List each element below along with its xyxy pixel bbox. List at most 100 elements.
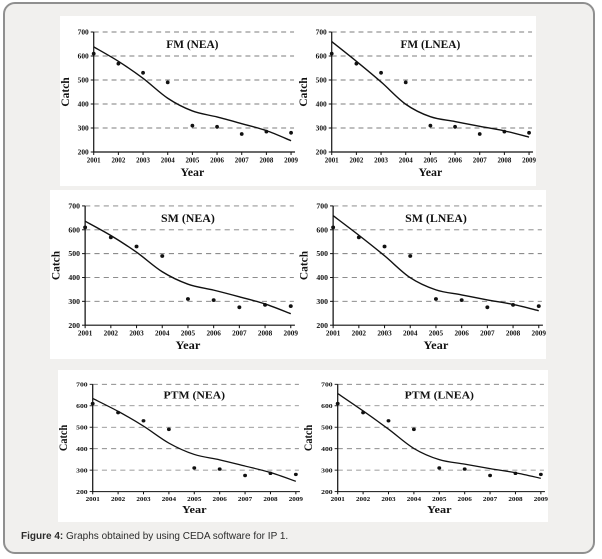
- data-point: [141, 419, 146, 423]
- x-tick-label: 2005: [187, 496, 202, 503]
- fitted-curve: [84, 220, 292, 315]
- y-tick-label: 600: [321, 402, 333, 409]
- y-tick-label: 500: [321, 424, 333, 431]
- data-point: [239, 132, 244, 136]
- x-tick-label: 2007: [235, 156, 249, 164]
- y-tick-label: 700: [68, 202, 80, 211]
- x-tick-label: 2001: [78, 330, 93, 338]
- data-point: [243, 473, 248, 478]
- chart-title: FM (LNEA): [400, 39, 460, 51]
- x-tick-label: 2009: [522, 156, 536, 164]
- data-point: [408, 254, 413, 258]
- x-tick-label: 2001: [325, 156, 339, 164]
- data-point: [354, 61, 359, 66]
- y-tick-label: 600: [78, 52, 89, 61]
- data-point: [527, 130, 531, 135]
- x-tick-label: 2006: [458, 496, 473, 503]
- data-point: [453, 124, 457, 129]
- y-axis-label: Catch: [50, 250, 62, 280]
- chart-title: PTM (LNEA): [405, 390, 475, 401]
- y-tick-label: 300: [316, 124, 327, 133]
- data-point: [488, 473, 493, 478]
- y-tick-label: 300: [76, 467, 88, 474]
- x-axis-label: Year: [182, 505, 206, 516]
- y-tick-label: 400: [316, 100, 327, 109]
- chart-svg: 200 300 400 500 600 700 2001 2002 2003 2004 2005 20…: [303, 381, 548, 516]
- caption-text: Graphs obtained by using CEDA software f…: [63, 531, 289, 542]
- y-tick-label: 500: [316, 76, 327, 85]
- x-tick-label: 2002: [349, 156, 363, 164]
- data-point: [263, 303, 268, 307]
- chart-row-3: 200 300 400 500 600 700 2001 2002 2003 2004 2005 20…: [58, 370, 548, 522]
- chart-svg: 200 300 400 500 600 700 2001 2002 2003 2004 2005 20…: [50, 202, 298, 352]
- y-tick-label: 700: [316, 202, 328, 211]
- data-point: [403, 80, 408, 85]
- data-point: [215, 124, 219, 129]
- x-tick-label: 2006: [454, 330, 469, 338]
- chart-svg: 200 300 400 500 600 700 2001 2002 2003 2004 2005 20…: [58, 381, 303, 516]
- x-tick-label: 2002: [111, 496, 126, 503]
- data-point: [83, 225, 88, 230]
- x-tick-label: 2004: [403, 330, 418, 338]
- x-tick-label: 2003: [136, 496, 151, 503]
- y-tick-label: 400: [76, 445, 88, 452]
- data-point: [108, 235, 113, 240]
- y-tick-label: 300: [316, 297, 328, 306]
- chart-ptm-lnea: 200 300 400 500 600 700 2001 2002 2003 2004 2005 20…: [303, 370, 548, 522]
- x-axis-label: Year: [181, 165, 205, 179]
- x-tick-label: 2005: [181, 330, 196, 338]
- x-tick-label: 2007: [232, 330, 247, 338]
- data-point: [293, 472, 298, 477]
- x-tick-label: 2006: [213, 496, 228, 503]
- data-point: [160, 254, 165, 258]
- data-point: [211, 298, 216, 303]
- y-tick-label: 400: [316, 273, 328, 282]
- y-tick-label: 200: [76, 488, 88, 495]
- x-tick-label: 2005: [423, 156, 437, 164]
- data-point: [335, 401, 340, 406]
- x-tick-label: 2001: [331, 496, 345, 503]
- data-point: [329, 51, 334, 56]
- chart-fm-lnea: 200 300 400 500 600 700 2001 2002 2003 2004 2005 20…: [298, 16, 536, 186]
- data-point: [268, 471, 273, 476]
- data-point: [356, 235, 361, 240]
- data-point: [289, 130, 293, 135]
- x-tick-label: 2003: [377, 330, 392, 338]
- y-tick-label: 300: [68, 297, 80, 306]
- y-tick-label: 400: [68, 273, 80, 282]
- chart-title: PTM (NEA): [164, 390, 226, 401]
- data-point: [379, 70, 383, 75]
- data-point: [538, 472, 543, 477]
- chart-svg: 200 300 400 500 600 700 2001 2002 2003 2004 2005 20…: [298, 202, 546, 352]
- x-tick-label: 2003: [381, 496, 396, 503]
- y-tick-label: 400: [321, 445, 333, 452]
- chart-svg: 200 300 400 500 600 700 2001 2002 2003 2004 2005 20…: [298, 28, 536, 179]
- data-point: [116, 410, 121, 415]
- data-point: [192, 466, 197, 470]
- x-tick-label: 2008: [263, 496, 278, 503]
- fitted-curve: [332, 215, 539, 312]
- x-tick-label: 2004: [399, 156, 413, 164]
- data-point: [166, 427, 171, 432]
- data-point: [185, 297, 190, 301]
- fitted-curve: [92, 397, 297, 482]
- y-axis-label: Catch: [303, 425, 315, 451]
- x-tick-label: 2002: [356, 496, 371, 503]
- x-tick-label: 2009: [532, 330, 546, 338]
- fitted-curve: [337, 393, 542, 479]
- x-axis-label: Year: [427, 505, 451, 516]
- x-tick-label: 2009: [289, 496, 303, 503]
- chart-row-2: 200 300 400 500 600 700 2001 2002 2003 2004 2005 20…: [50, 190, 546, 359]
- y-tick-label: 700: [78, 28, 89, 37]
- data-point: [536, 304, 541, 309]
- x-tick-label: 2001: [326, 330, 341, 338]
- data-point: [361, 410, 366, 415]
- y-tick-label: 200: [68, 321, 80, 330]
- y-tick-label: 300: [78, 124, 89, 133]
- chart-title: FM (NEA): [166, 39, 218, 51]
- data-point: [437, 466, 442, 470]
- y-axis-label: Catch: [60, 77, 72, 107]
- data-point: [288, 304, 293, 309]
- x-tick-label: 2005: [185, 156, 199, 164]
- data-point: [264, 129, 269, 134]
